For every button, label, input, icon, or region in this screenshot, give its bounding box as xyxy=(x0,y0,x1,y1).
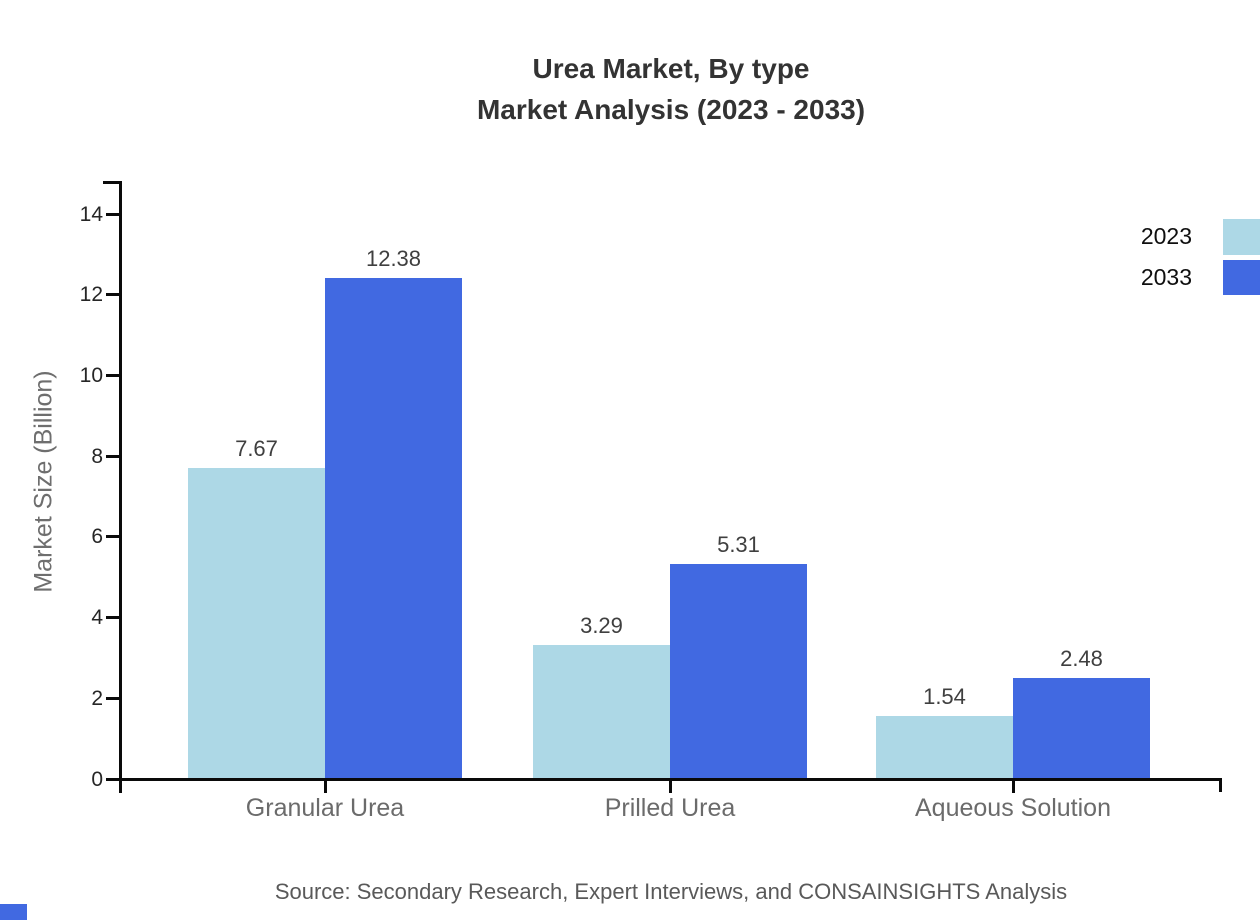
bar-2023-1 xyxy=(533,645,670,778)
x-category-label: Prilled Urea xyxy=(604,794,736,822)
y-axis-tick xyxy=(106,212,120,216)
x-category-label: Aqueous Solution xyxy=(915,794,1111,822)
y-tick-label: 14 xyxy=(79,202,103,226)
y-tick-label: 4 xyxy=(91,606,103,630)
bar-value-label: 7.67 xyxy=(235,436,278,462)
bar-2033-2 xyxy=(1013,677,1150,778)
y-tick-label: 0 xyxy=(91,767,103,791)
x-category-label: Granular Urea xyxy=(245,794,405,822)
y-tick-label: 2 xyxy=(91,686,103,710)
bar-2023-0 xyxy=(188,468,325,778)
brand-corner-mark xyxy=(0,904,27,920)
bar-value-label: 12.38 xyxy=(365,246,422,272)
y-axis-top-cap xyxy=(103,181,120,184)
chart-title-line2: Market Analysis (2023 - 2033) xyxy=(476,94,866,125)
y-axis-tick xyxy=(106,373,120,377)
legend-swatch-2023 xyxy=(1223,219,1260,255)
y-axis-line xyxy=(119,181,122,793)
x-axis-line xyxy=(119,777,1222,781)
y-tick-label: 6 xyxy=(91,525,103,549)
y-axis-tick xyxy=(106,777,120,781)
y-tick-label: 10 xyxy=(79,363,103,387)
y-tick-label: 8 xyxy=(91,444,103,468)
bar-2033-0 xyxy=(325,278,462,778)
y-axis-tick xyxy=(106,696,120,700)
legend-label-2033: 2033 xyxy=(1140,263,1192,290)
chart-title-line1: Urea Market, By type xyxy=(532,53,810,84)
y-axis-tick xyxy=(106,454,120,458)
bar-2033-1 xyxy=(670,563,807,778)
y-axis-tick xyxy=(106,293,120,297)
x-axis-right-cap xyxy=(1219,777,1222,792)
bar-2023-2 xyxy=(876,715,1013,778)
x-axis-tick xyxy=(323,780,327,793)
x-axis-tick xyxy=(1011,780,1015,793)
legend-label-2023: 2023 xyxy=(1140,223,1192,249)
bar-value-label: 3.29 xyxy=(580,613,623,639)
bar-value-label: 1.54 xyxy=(923,683,966,709)
x-axis-tick xyxy=(668,780,672,793)
y-axis-tick xyxy=(106,616,120,620)
bar-value-label: 2.48 xyxy=(1060,645,1103,671)
y-axis-tick xyxy=(106,535,120,539)
y-axis-title: Market Size (Billion) xyxy=(29,370,58,593)
bar-value-label: 5.31 xyxy=(717,531,760,557)
legend-swatch-2033 xyxy=(1223,260,1260,295)
source-note: Source: Secondary Research, Expert Inter… xyxy=(274,879,1068,904)
y-tick-label: 12 xyxy=(79,283,103,307)
chart-title: Urea Market, By type Market Analysis (20… xyxy=(0,48,1260,130)
